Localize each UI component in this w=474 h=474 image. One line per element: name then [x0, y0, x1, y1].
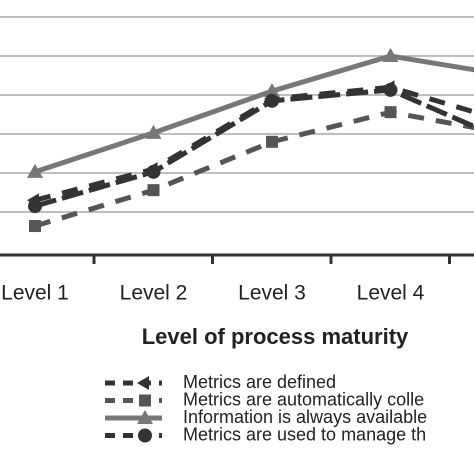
point	[384, 106, 397, 119]
point	[27, 163, 43, 178]
x-tick-label: Level 2	[120, 282, 188, 305]
point	[29, 220, 41, 233]
point	[383, 82, 398, 97]
point	[265, 93, 279, 108]
point	[139, 394, 151, 407]
point	[138, 428, 152, 443]
legend-label: Metrics are automatically colle	[183, 389, 424, 409]
x-tick-label: Level 4	[357, 282, 425, 305]
legend-label: Information is always available	[183, 407, 427, 427]
point	[266, 135, 278, 148]
point	[382, 48, 399, 62]
point	[145, 124, 162, 139]
series-line	[34, 84, 474, 203]
x-tick-label: Level 3	[238, 282, 306, 305]
point	[28, 199, 42, 214]
point	[147, 184, 160, 197]
legend-label: Metrics are defined	[183, 372, 336, 392]
point	[137, 410, 153, 424]
legend-label: Metrics are used to manage th	[183, 424, 426, 444]
x-axis-title: Level of process maturity	[142, 324, 409, 349]
point	[264, 83, 280, 98]
point	[137, 376, 149, 390]
x-tick-label: Level 1	[1, 282, 69, 305]
series-line	[34, 109, 474, 229]
point	[146, 164, 161, 179]
